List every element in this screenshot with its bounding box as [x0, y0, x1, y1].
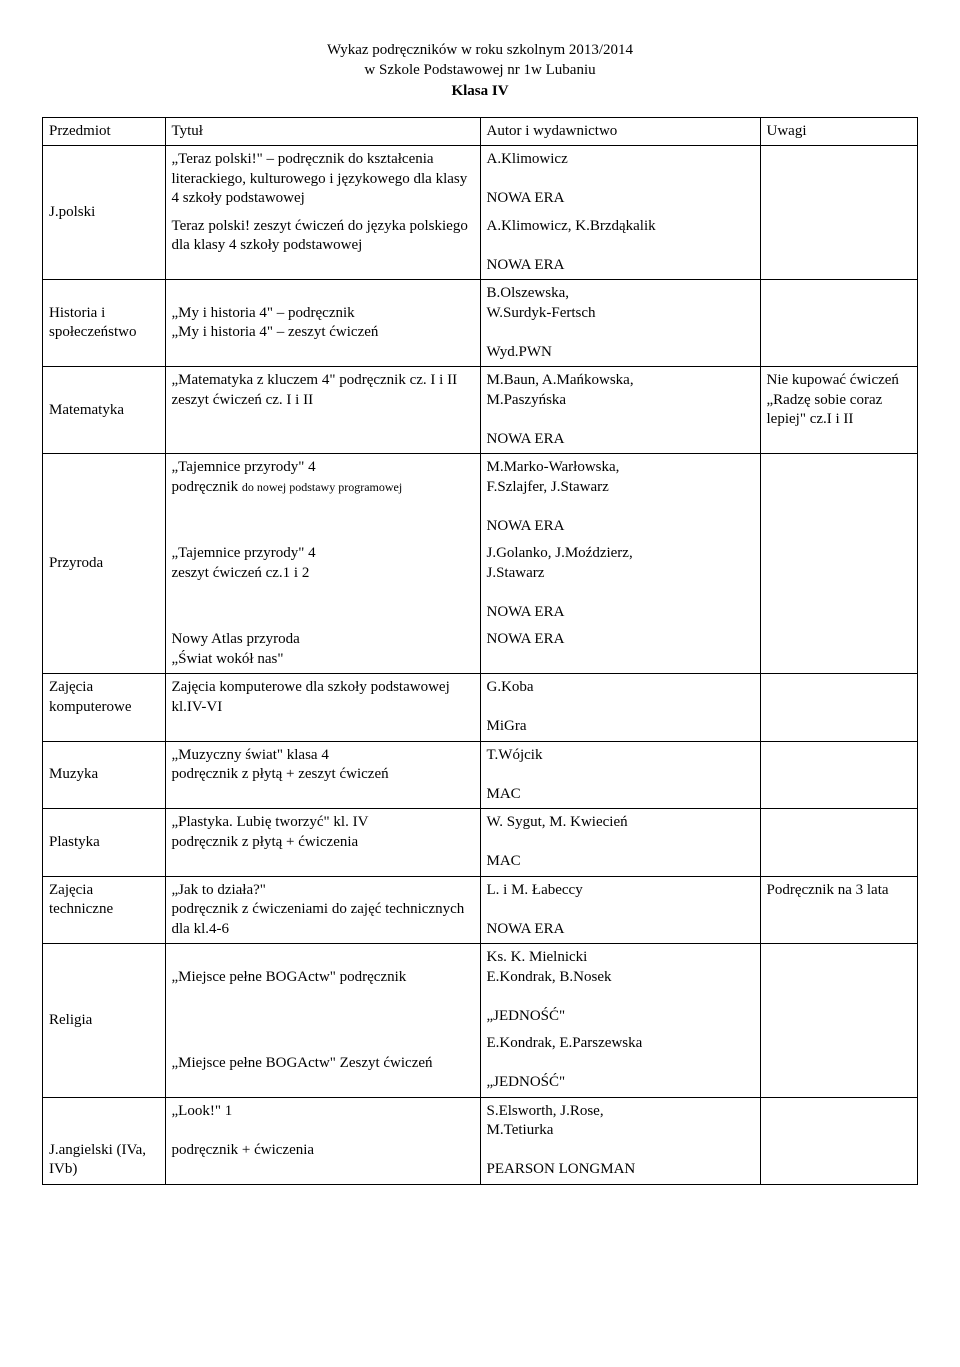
col-header-title: Tytuł [165, 117, 480, 146]
header-line-3: Klasa IV [42, 81, 918, 101]
author-jpolski-1: A.KlimowiczNOWA ERA [480, 146, 760, 213]
col-header-author: Autor i wydawnictwo [480, 117, 760, 146]
subject-angielski: J.angielski (IVa, IVb) [43, 1097, 166, 1184]
subject-plastyka: Plastyka [43, 809, 166, 877]
author-techniczne: L. i M. ŁabeccyNOWA ERA [480, 876, 760, 944]
col-header-notes: Uwagi [760, 117, 918, 146]
author-plastyka: W. Sygut, M. KwiecieńMAC [480, 809, 760, 877]
row-jpolski-1: J.polski „Teraz polski!" – podręcznik do… [43, 146, 918, 213]
subject-historia: Historia i społeczeństwo [43, 280, 166, 367]
author-jpolski-2: A.Klimowicz, K.BrzdąkalikNOWA ERA [480, 213, 760, 280]
row-plastyka: Plastyka „Plastyka. Lubię tworzyć" kl. I… [43, 809, 918, 877]
subject-komputerowe: Zajęcia komputerowe [43, 674, 166, 742]
author-muzyka: T.WójcikMAC [480, 741, 760, 809]
title-angielski: „Look!" 1podręcznik + ćwiczenia [165, 1097, 480, 1184]
notes-plastyka [760, 809, 918, 877]
title-przyroda-1: „Tajemnice przyrody" 4podręcznik do nowe… [165, 454, 480, 541]
notes-jpolski [760, 146, 918, 280]
row-przyroda-1: Przyroda „Tajemnice przyrody" 4podręczni… [43, 454, 918, 541]
author-matematyka: M.Baun, A.Mańkowska,M.PaszyńskaNOWA ERA [480, 367, 760, 454]
notes-techniczne: Podręcznik na 3 lata [760, 876, 918, 944]
author-religia-1: Ks. K. MielnickiE.Kondrak, B.Nosek„JEDNO… [480, 944, 760, 1031]
title-przyroda-3: Nowy Atlas przyroda„Świat wokół nas" [165, 626, 480, 674]
title-przyroda-2: „Tajemnice przyrody" 4zeszyt ćwiczeń cz.… [165, 540, 480, 626]
author-historia: B.Olszewska,W.Surdyk-FertschWyd.PWN [480, 280, 760, 367]
title-historia: „My i historia 4" – podręcznik„My i hist… [165, 280, 480, 367]
document-header: Wykaz podręczników w roku szkolnym 2013/… [42, 40, 918, 101]
author-przyroda-1: M.Marko-Warłowska,F.Szlajfer, J.StawarzN… [480, 454, 760, 541]
row-techniczne: Zajęcia techniczne „Jak to działa?"podrę… [43, 876, 918, 944]
notes-przyroda [760, 454, 918, 674]
row-muzyka: Muzyka „Muzyczny świat" klasa 4podręczni… [43, 741, 918, 809]
title-religia-1: „Miejsce pełne BOGActw" podręcznik [165, 944, 480, 1031]
subject-muzyka: Muzyka [43, 741, 166, 809]
title-jpolski-2: Teraz polski! zeszyt ćwiczeń do języka p… [165, 213, 480, 280]
row-religia-1: Religia „Miejsce pełne BOGActw" podręczn… [43, 944, 918, 1031]
col-header-subject: Przedmiot [43, 117, 166, 146]
author-przyroda-3: NOWA ERA [480, 626, 760, 674]
notes-matematyka: Nie kupować ćwiczeń „Radzę sobie coraz l… [760, 367, 918, 454]
title-techniczne: „Jak to działa?"podręcznik z ćwiczeniami… [165, 876, 480, 944]
author-religia-2: E.Kondrak, E.Parszewska„JEDNOŚĆ" [480, 1030, 760, 1097]
notes-historia [760, 280, 918, 367]
subject-matematyka: Matematyka [43, 367, 166, 454]
row-angielski: J.angielski (IVa, IVb) „Look!" 1podręczn… [43, 1097, 918, 1184]
title-plastyka: „Plastyka. Lubię tworzyć" kl. IVpodręczn… [165, 809, 480, 877]
row-komputerowe: Zajęcia komputerowe Zajęcia komputerowe … [43, 674, 918, 742]
notes-komputerowe [760, 674, 918, 742]
title-matematyka: „Matematyka z kluczem 4" podręcznik cz. … [165, 367, 480, 454]
title-religia-2: „Miejsce pełne BOGActw" Zeszyt ćwiczeń [165, 1030, 480, 1097]
notes-muzyka [760, 741, 918, 809]
author-angielski: S.Elsworth, J.Rose,M.TetiurkaPEARSON LON… [480, 1097, 760, 1184]
header-line-1: Wykaz podręczników w roku szkolnym 2013/… [42, 40, 918, 60]
textbooks-table: Przedmiot Tytuł Autor i wydawnictwo Uwag… [42, 117, 918, 1185]
subject-jpolski: J.polski [43, 146, 166, 280]
row-historia: Historia i społeczeństwo „My i historia … [43, 280, 918, 367]
author-przyroda-2: J.Golanko, J.Moździerz,J.StawarzNOWA ERA [480, 540, 760, 626]
title-jpolski-1: „Teraz polski!" – podręcznik do kształce… [165, 146, 480, 213]
subject-religia: Religia [43, 944, 166, 1098]
title-komputerowe: Zajęcia komputerowe dla szkoły podstawow… [165, 674, 480, 742]
subject-techniczne: Zajęcia techniczne [43, 876, 166, 944]
header-line-2: w Szkole Podstawowej nr 1w Lubaniu [42, 60, 918, 80]
notes-angielski [760, 1097, 918, 1184]
subject-przyroda: Przyroda [43, 454, 166, 674]
table-header-row: Przedmiot Tytuł Autor i wydawnictwo Uwag… [43, 117, 918, 146]
author-komputerowe: G.KobaMiGra [480, 674, 760, 742]
notes-religia [760, 944, 918, 1098]
title-muzyka: „Muzyczny świat" klasa 4podręcznik z pły… [165, 741, 480, 809]
row-matematyka: Matematyka „Matematyka z kluczem 4" podr… [43, 367, 918, 454]
